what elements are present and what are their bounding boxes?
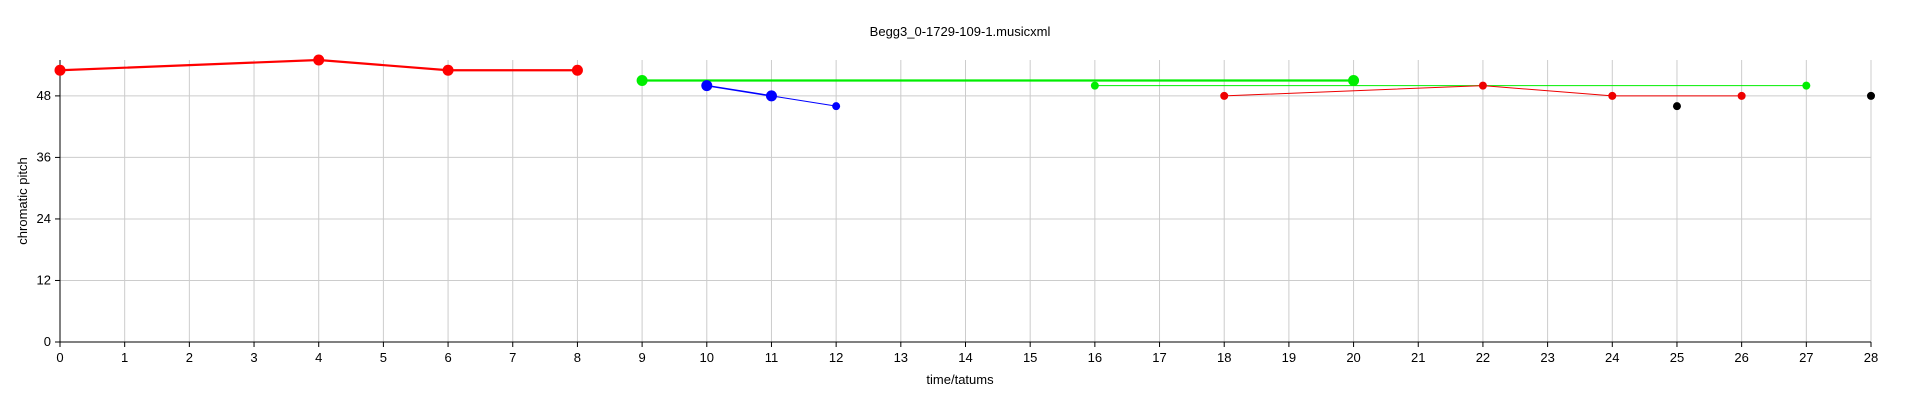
axes — [55, 60, 1872, 347]
y-tick-label: 0 — [44, 334, 51, 349]
x-tick-label: 3 — [250, 350, 257, 365]
series-line — [706, 84, 772, 97]
series-line — [1224, 85, 1742, 97]
x-tick-label: 0 — [56, 350, 63, 365]
x-tick-label: 12 — [829, 350, 843, 365]
x-tick-label: 23 — [1540, 350, 1554, 365]
series-line — [771, 95, 837, 107]
x-tick-label: 27 — [1799, 350, 1813, 365]
data-point — [1608, 91, 1617, 100]
data-point — [1348, 75, 1360, 87]
x-tick-label: 16 — [1088, 350, 1102, 365]
x-axis-label: time/tatums — [926, 372, 994, 387]
x-tick-label: 19 — [1282, 350, 1296, 365]
x-tick-label: 21 — [1411, 350, 1425, 365]
x-tick-label: 7 — [509, 350, 516, 365]
data-point — [1802, 81, 1811, 90]
x-tick-label: 10 — [700, 350, 714, 365]
data-point — [701, 80, 713, 92]
x-tick-label: 17 — [1152, 350, 1166, 365]
chart-title: Begg3_0-1729-109-1.musicxml — [870, 24, 1051, 39]
x-tick-label: 8 — [574, 350, 581, 365]
y-tick-labels: 0 12 24 36 48 — [37, 88, 51, 349]
x-tick-label: 24 — [1605, 350, 1619, 365]
data-point — [1220, 91, 1229, 100]
data-point — [1672, 102, 1681, 111]
x-tick-label: 25 — [1670, 350, 1684, 365]
data-point — [1090, 81, 1099, 90]
x-tick-label: 26 — [1734, 350, 1748, 365]
data-point — [636, 75, 648, 87]
x-tick-label: 14 — [958, 350, 972, 365]
x-tick-label: 28 — [1864, 350, 1878, 365]
x-tick-labels: 0 1 2 3 4 5 6 7 8 9 10 11 12 13 14 15 16 17 18 19 20 21 22 23 24… — [56, 350, 1878, 365]
series — [54, 54, 1875, 111]
data-point — [442, 64, 454, 76]
data-point — [767, 91, 776, 100]
x-tick-label: 4 — [315, 350, 322, 365]
data-point — [571, 64, 583, 76]
x-tick-label: 18 — [1217, 350, 1231, 365]
data-point — [54, 64, 66, 76]
x-tick-label: 13 — [894, 350, 908, 365]
data-point — [1867, 91, 1875, 100]
y-tick-label: 48 — [37, 88, 51, 103]
x-tick-label: 1 — [121, 350, 128, 365]
data-point — [1737, 91, 1746, 100]
x-tick-label: 22 — [1476, 350, 1490, 365]
y-tick-label: 12 — [37, 272, 51, 287]
y-tick-label: 24 — [37, 211, 51, 226]
grid — [59, 60, 1872, 343]
x-tick-label: 11 — [765, 350, 779, 365]
x-tick-label: 20 — [1346, 350, 1360, 365]
x-tick-label: 9 — [638, 350, 645, 365]
series-line — [59, 58, 578, 72]
x-tick-label: 6 — [444, 350, 451, 365]
data-point — [1478, 81, 1487, 90]
y-axis-label: chromatic pitch — [15, 157, 30, 244]
data-point — [832, 102, 841, 111]
x-tick-label: 5 — [380, 350, 387, 365]
x-tick-label: 15 — [1023, 350, 1037, 365]
data-point — [313, 54, 325, 66]
x-tick-label: 2 — [186, 350, 193, 365]
y-tick-label: 36 — [37, 149, 51, 164]
